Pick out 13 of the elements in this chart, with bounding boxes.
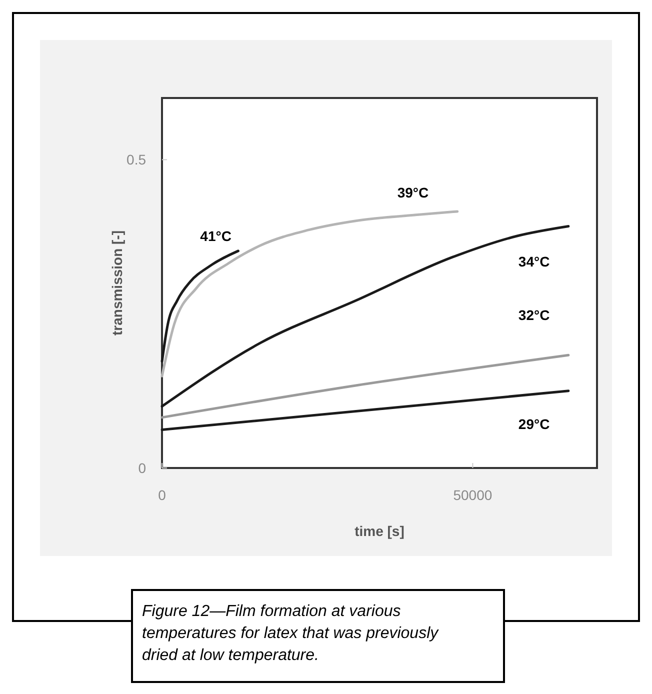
series-label: 29°C [518,416,550,432]
y-tick-label: 0.5 [126,152,146,168]
x-tick-label: 50000 [453,487,492,503]
x-axis-title: time [s] [354,523,404,539]
text: 32°C [518,307,550,324]
series-label: 34°C [518,253,550,270]
line-series [160,210,459,378]
series-label: 39°C [397,184,429,200]
y-axis-title: transmission [-] [109,230,125,336]
line-series [160,225,570,408]
series-label: 41°C [200,228,232,244]
line-series [160,250,240,363]
caption: Figure 12—Film formation at various temperatures for latex that was previously dried at low temperature. [142,603,440,664]
